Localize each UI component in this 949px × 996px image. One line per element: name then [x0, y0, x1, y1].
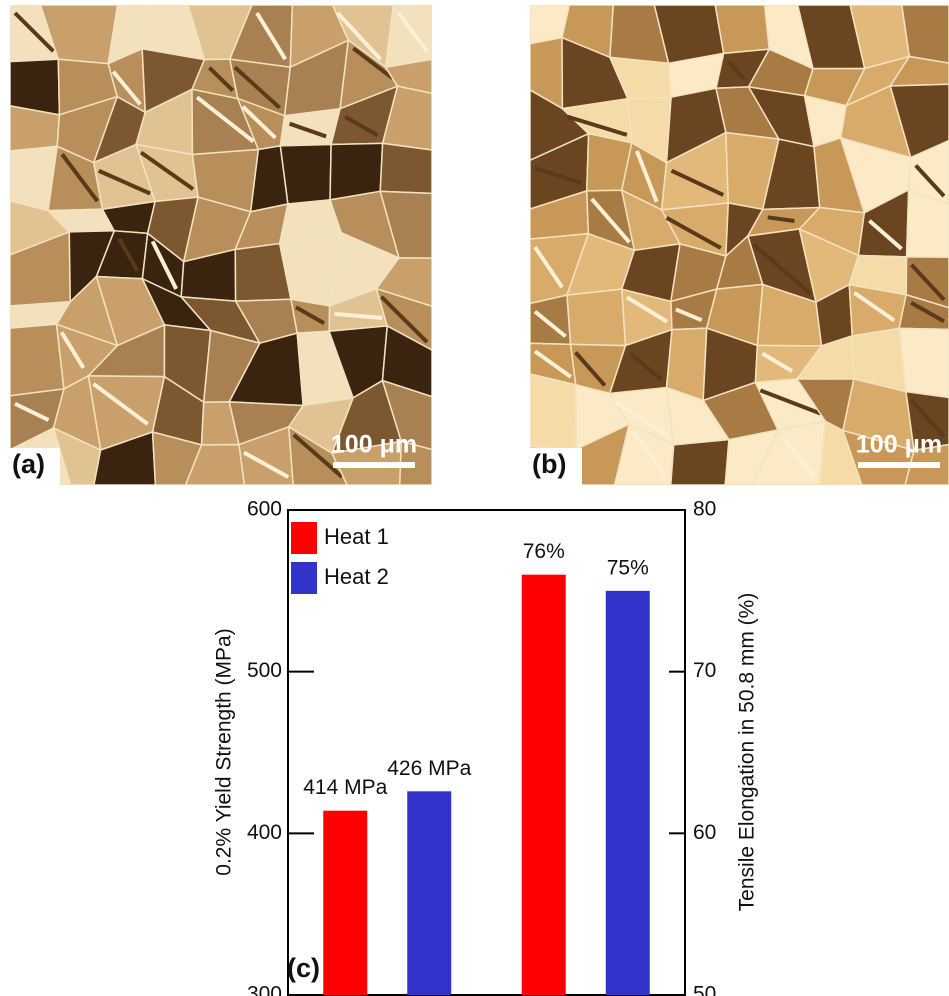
y-tick-label: 400 — [247, 821, 282, 844]
panel-label: (b) — [532, 449, 566, 479]
grain — [10, 324, 64, 395]
value-label: 414 MPa — [303, 776, 387, 799]
y-tick-label: 500 — [247, 659, 282, 682]
legend-label: Heat 2 — [324, 564, 389, 589]
scale-bar-label: 100 μm — [331, 431, 417, 459]
grain — [330, 143, 383, 200]
bar — [407, 791, 451, 995]
grain — [715, 5, 769, 53]
y2-axis-label: Tensile Elongation in 50.8 mm (%) — [736, 593, 759, 912]
scale-bar-a: 100 μm — [331, 431, 417, 468]
y-tick-label: 300 — [247, 983, 282, 996]
y-axis-label: 0.2% Yield Strength (MPa) — [213, 628, 236, 875]
grain — [280, 144, 331, 204]
scale-bar-line — [858, 462, 940, 468]
value-label: 426 MPa — [387, 757, 471, 780]
figure: 100 μm 100 μm (a) (b) (c) 0.2% Yield Str… — [0, 0, 949, 996]
grain — [567, 289, 625, 345]
bar — [323, 811, 367, 995]
bar — [606, 591, 650, 995]
y2-tick-label: 70 — [693, 659, 716, 682]
value-label: 76% — [523, 540, 565, 563]
micrograph-a — [10, 5, 432, 485]
y2-tick-label: 60 — [693, 821, 716, 844]
y-tick-label: 600 — [247, 498, 282, 521]
scale-bar-line — [333, 462, 415, 468]
grain — [671, 440, 729, 485]
value-label: 75% — [607, 556, 649, 579]
grain — [530, 374, 576, 449]
y2-tick-label: 80 — [693, 498, 716, 521]
legend-swatch — [291, 562, 317, 594]
panel-label: (a) — [12, 449, 45, 479]
bar — [522, 575, 566, 995]
legend-label: Heat 1 — [324, 524, 389, 549]
grain — [902, 5, 949, 63]
scale-bar-label: 100 μm — [856, 431, 942, 459]
micrograph-b — [530, 5, 949, 485]
grain — [899, 328, 949, 397]
y2-tick-label: 50 — [693, 983, 716, 996]
grain — [380, 143, 432, 193]
grain — [386, 5, 432, 67]
legend-swatch — [291, 522, 317, 554]
panel-label: (c) — [287, 953, 320, 983]
scale-bar-b: 100 μm — [856, 431, 942, 468]
